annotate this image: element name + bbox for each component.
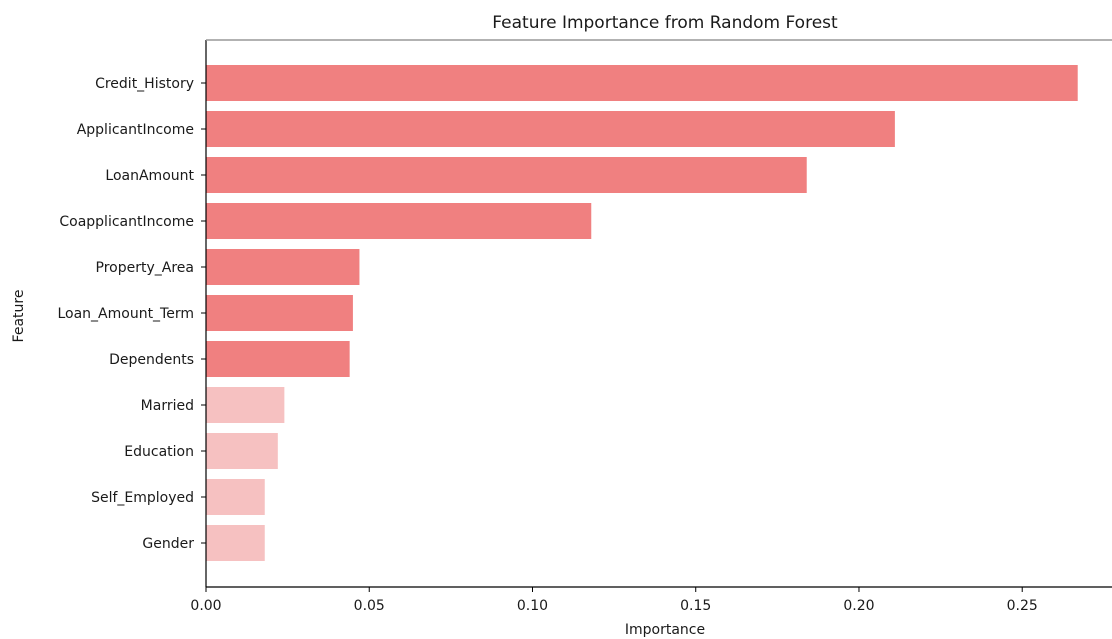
bar-dependents xyxy=(206,341,350,377)
y-tick-label: Gender xyxy=(142,536,194,552)
bar-property-area xyxy=(206,249,360,285)
x-tick-label: 0.25 xyxy=(1007,598,1038,614)
bar-education xyxy=(206,433,278,469)
x-tick-label: 0.05 xyxy=(354,598,385,614)
axes-frame xyxy=(205,39,1112,588)
chart-title: Feature Importance from Random Forest xyxy=(492,13,838,33)
y-tick-label: Credit_History xyxy=(95,76,194,92)
bar-loanamount xyxy=(206,157,807,193)
x-tick-label: 0.15 xyxy=(680,598,711,614)
x-axis-title: Importance xyxy=(625,622,705,638)
y-tick-label: ApplicantIncome xyxy=(77,122,194,138)
bar-credit-history xyxy=(206,65,1078,101)
y-tick-label: LoanAmount xyxy=(105,168,194,184)
y-tick-layer: Credit_History ApplicantIncome LoanAmount C… xyxy=(57,76,206,552)
bar-self-employed xyxy=(206,479,265,515)
y-axis-title: Feature xyxy=(11,290,27,343)
y-tick-label: Dependents xyxy=(109,352,194,368)
x-tick-layer: 0.00 0.05 0.10 0.15 0.20 0.25 xyxy=(190,587,1038,614)
y-tick-label: Education xyxy=(124,444,194,460)
y-tick-label: CoapplicantIncome xyxy=(59,214,194,230)
bar-coapplicantincome xyxy=(206,203,592,239)
x-tick-label: 0.10 xyxy=(517,598,548,614)
y-tick-label: Married xyxy=(141,398,194,414)
x-tick-label: 0.20 xyxy=(843,598,874,614)
bars-layer xyxy=(206,65,1078,561)
y-tick-label: Property_Area xyxy=(96,260,194,276)
bar-married xyxy=(206,387,285,423)
y-tick-label: Loan_Amount_Term xyxy=(57,306,194,322)
bar-gender xyxy=(206,525,265,561)
bar-applicantincome xyxy=(206,111,895,147)
y-tick-label: Self_Employed xyxy=(91,490,194,506)
x-tick-label: 0.00 xyxy=(190,598,221,614)
bar-loan-amount-term xyxy=(206,295,353,331)
